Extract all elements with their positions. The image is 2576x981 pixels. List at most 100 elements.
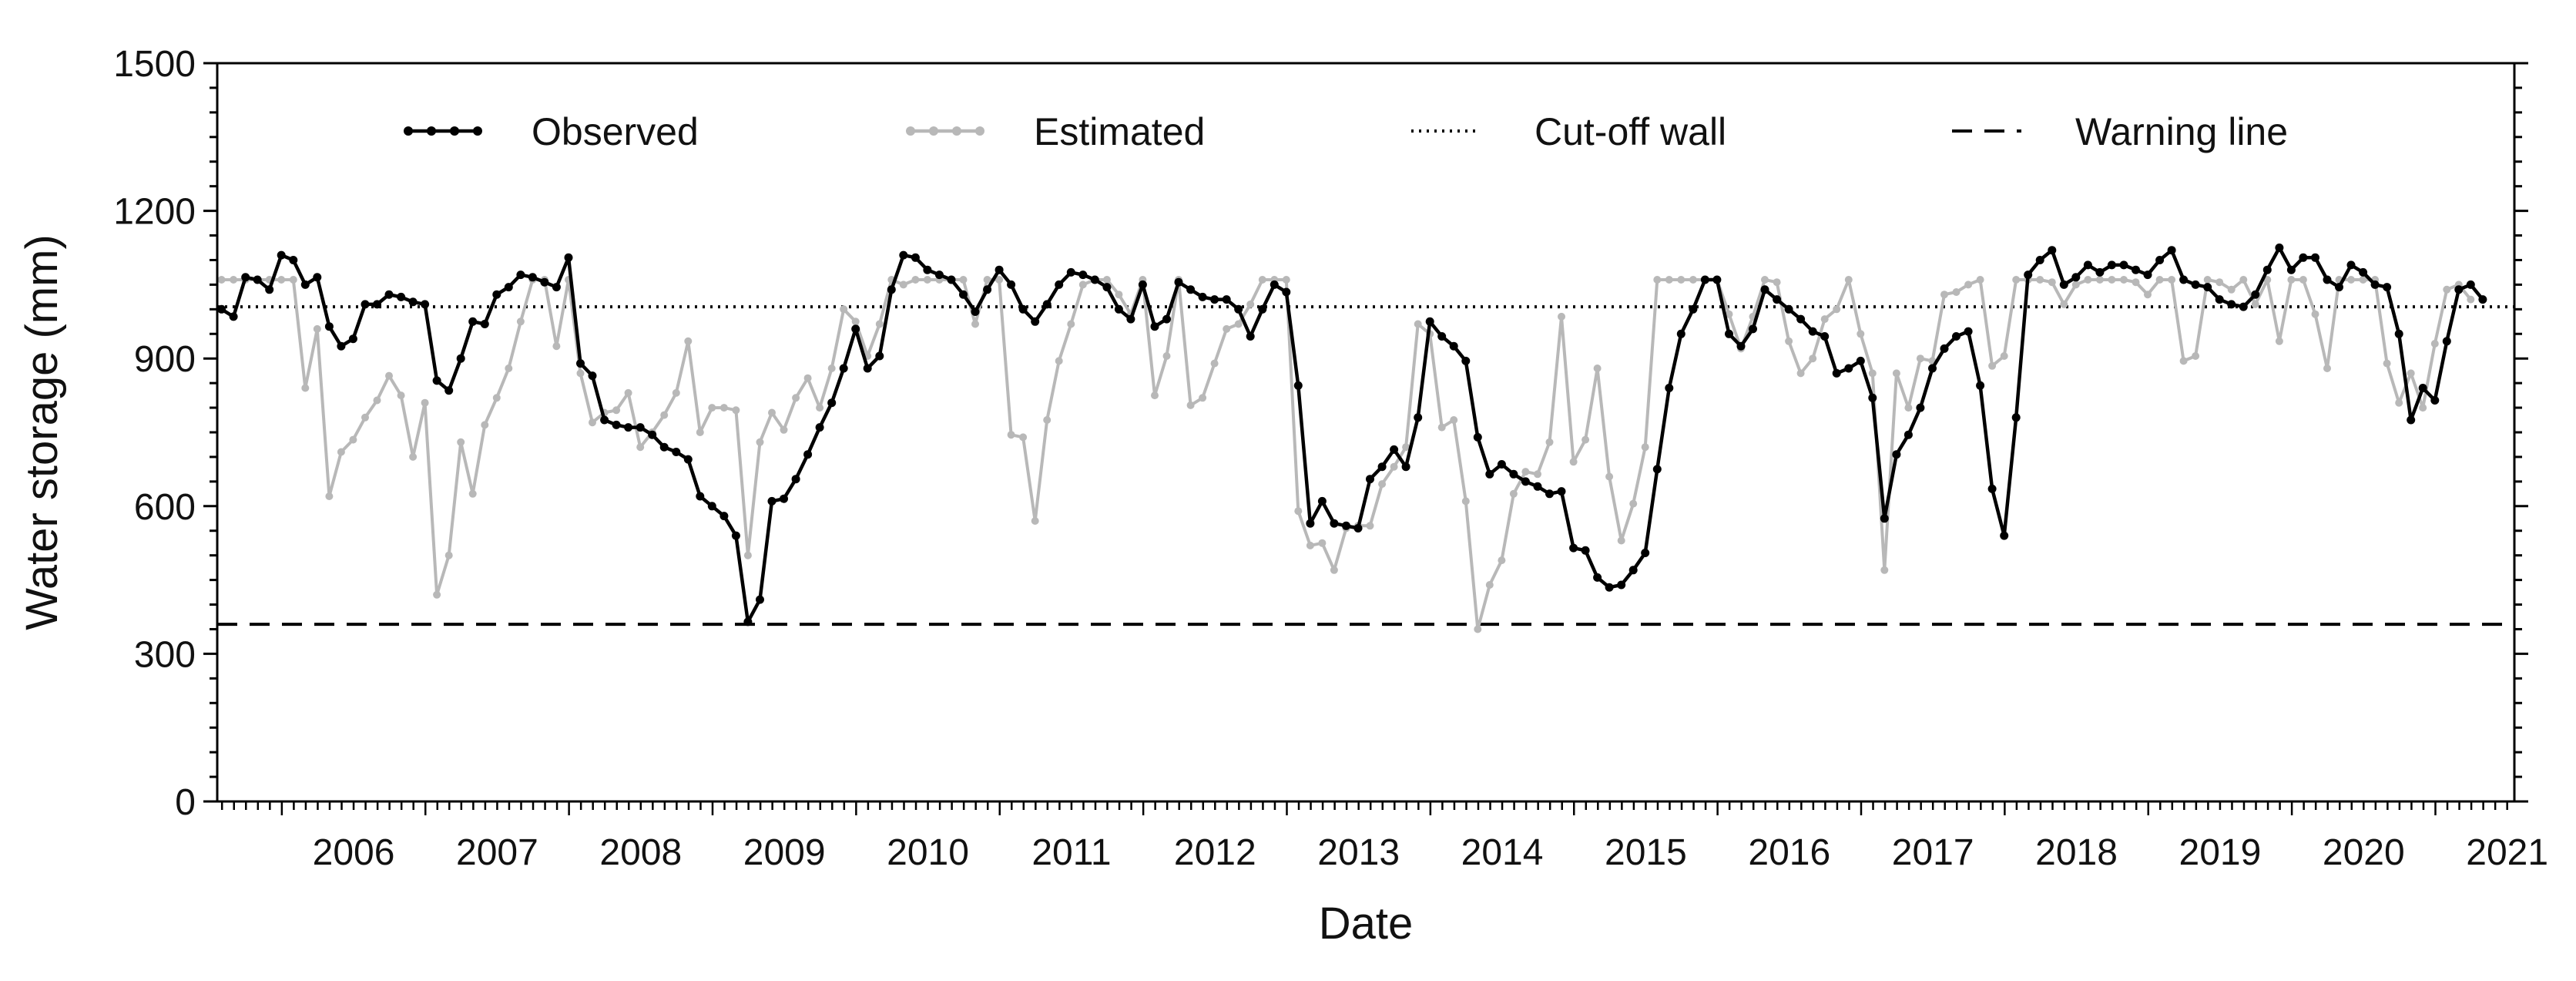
observed-point	[2275, 244, 2284, 252]
observed-point	[1749, 324, 1757, 334]
observed-point	[1628, 566, 1638, 575]
observed-point	[1449, 341, 1458, 351]
observed-point	[731, 531, 740, 540]
estimated-point	[684, 337, 693, 345]
estimated-point	[1629, 499, 1638, 508]
observed-point	[2107, 260, 2116, 270]
observed-point	[1210, 295, 1219, 304]
estimated-point	[1234, 320, 1243, 328]
observed-point	[911, 253, 920, 262]
estimated-point	[385, 371, 393, 380]
x-tick-label: 2007	[456, 832, 538, 873]
observed-point	[1042, 300, 1052, 309]
x-tick-label: 2009	[743, 832, 826, 873]
estimated-point	[1809, 354, 1817, 363]
estimated-point	[2323, 365, 2331, 372]
estimated-point	[1390, 462, 1398, 471]
observed-point	[1473, 432, 1482, 442]
observed-point	[1246, 332, 1255, 341]
observed-point	[612, 420, 621, 429]
observed-point	[492, 290, 501, 299]
estimated-point	[361, 413, 369, 422]
estimated-point	[1258, 276, 1266, 284]
observed-point	[1665, 384, 1674, 392]
observed-point	[1928, 364, 1937, 373]
observed-point	[1652, 465, 1662, 474]
observed-point	[265, 285, 274, 294]
observed-point	[2191, 280, 2200, 289]
observed-point	[1055, 280, 1064, 289]
observed-point	[1964, 327, 1973, 336]
observed-point	[875, 351, 884, 361]
estimated-point	[1916, 354, 1924, 363]
estimated-point	[1007, 431, 1015, 439]
x-tick-label: 2017	[1892, 832, 1974, 873]
observed-point	[983, 285, 992, 294]
observed-point	[2119, 260, 2128, 270]
x-tick-label: 2011	[1031, 832, 1111, 873]
estimated-point	[1558, 312, 1565, 321]
observed-point	[588, 371, 597, 381]
legend-swatch-marker	[906, 126, 915, 136]
estimated-point	[732, 406, 740, 415]
estimated-point	[1461, 497, 1470, 506]
observed-point	[1689, 304, 1698, 314]
observed-point	[600, 415, 609, 425]
observed-point	[1066, 267, 1075, 277]
estimated-point	[2467, 295, 2475, 304]
observed-point	[1366, 475, 1374, 484]
observed-point	[756, 595, 764, 604]
estimated-point	[433, 590, 441, 599]
observed-point	[253, 275, 262, 284]
estimated-point	[756, 438, 764, 446]
observed-point	[361, 300, 370, 309]
estimated-point	[1199, 394, 1207, 402]
observed-point	[899, 250, 908, 260]
estimated-point	[1378, 480, 1387, 489]
estimated-point	[672, 388, 680, 397]
estimated-point	[1366, 522, 1374, 530]
observed-point	[995, 265, 1004, 274]
x-tick-label: 2018	[2035, 832, 2118, 873]
observed-point	[444, 386, 454, 395]
estimated-point	[1414, 320, 1422, 328]
observed-line	[220, 246, 2484, 624]
observed-point	[1293, 381, 1303, 390]
estimated-point	[1964, 281, 1973, 289]
observed-point	[827, 398, 837, 408]
estimated-point	[468, 489, 477, 498]
estimated-point	[911, 276, 920, 284]
estimated-point	[2383, 359, 2391, 368]
x-axis-title: Date	[1319, 899, 1414, 949]
estimated-point	[2095, 276, 2104, 284]
estimated-point	[349, 435, 357, 444]
observed-point	[2000, 531, 2009, 540]
estimated-point	[1186, 401, 1195, 409]
y-tick-label: 300	[134, 634, 196, 675]
observed-point	[1796, 314, 1806, 324]
observed-point	[1138, 280, 1147, 289]
estimated-point	[1450, 416, 1458, 424]
estimated-point	[995, 276, 1004, 284]
estimated-point	[1761, 276, 1769, 284]
observed-point	[2394, 329, 2403, 338]
observed-point	[384, 290, 394, 299]
estimated-point	[1330, 566, 1338, 574]
observed-point	[1617, 580, 1626, 590]
observed-point	[1437, 332, 1447, 341]
observed-point	[1330, 519, 1339, 528]
observed-point	[2132, 265, 2140, 274]
legend-swatch-marker	[404, 126, 413, 136]
estimated-point	[2084, 276, 2092, 284]
observed-point	[540, 277, 549, 287]
observed-point	[2323, 275, 2332, 284]
estimated-point	[959, 276, 968, 284]
x-tick-label: 2016	[1748, 832, 1830, 873]
estimated-series	[217, 276, 2475, 633]
observed-point	[1198, 292, 1207, 301]
estimated-point	[1210, 359, 1219, 368]
estimated-point	[457, 438, 465, 446]
estimated-point	[481, 421, 489, 429]
observed-point	[1150, 322, 1159, 331]
